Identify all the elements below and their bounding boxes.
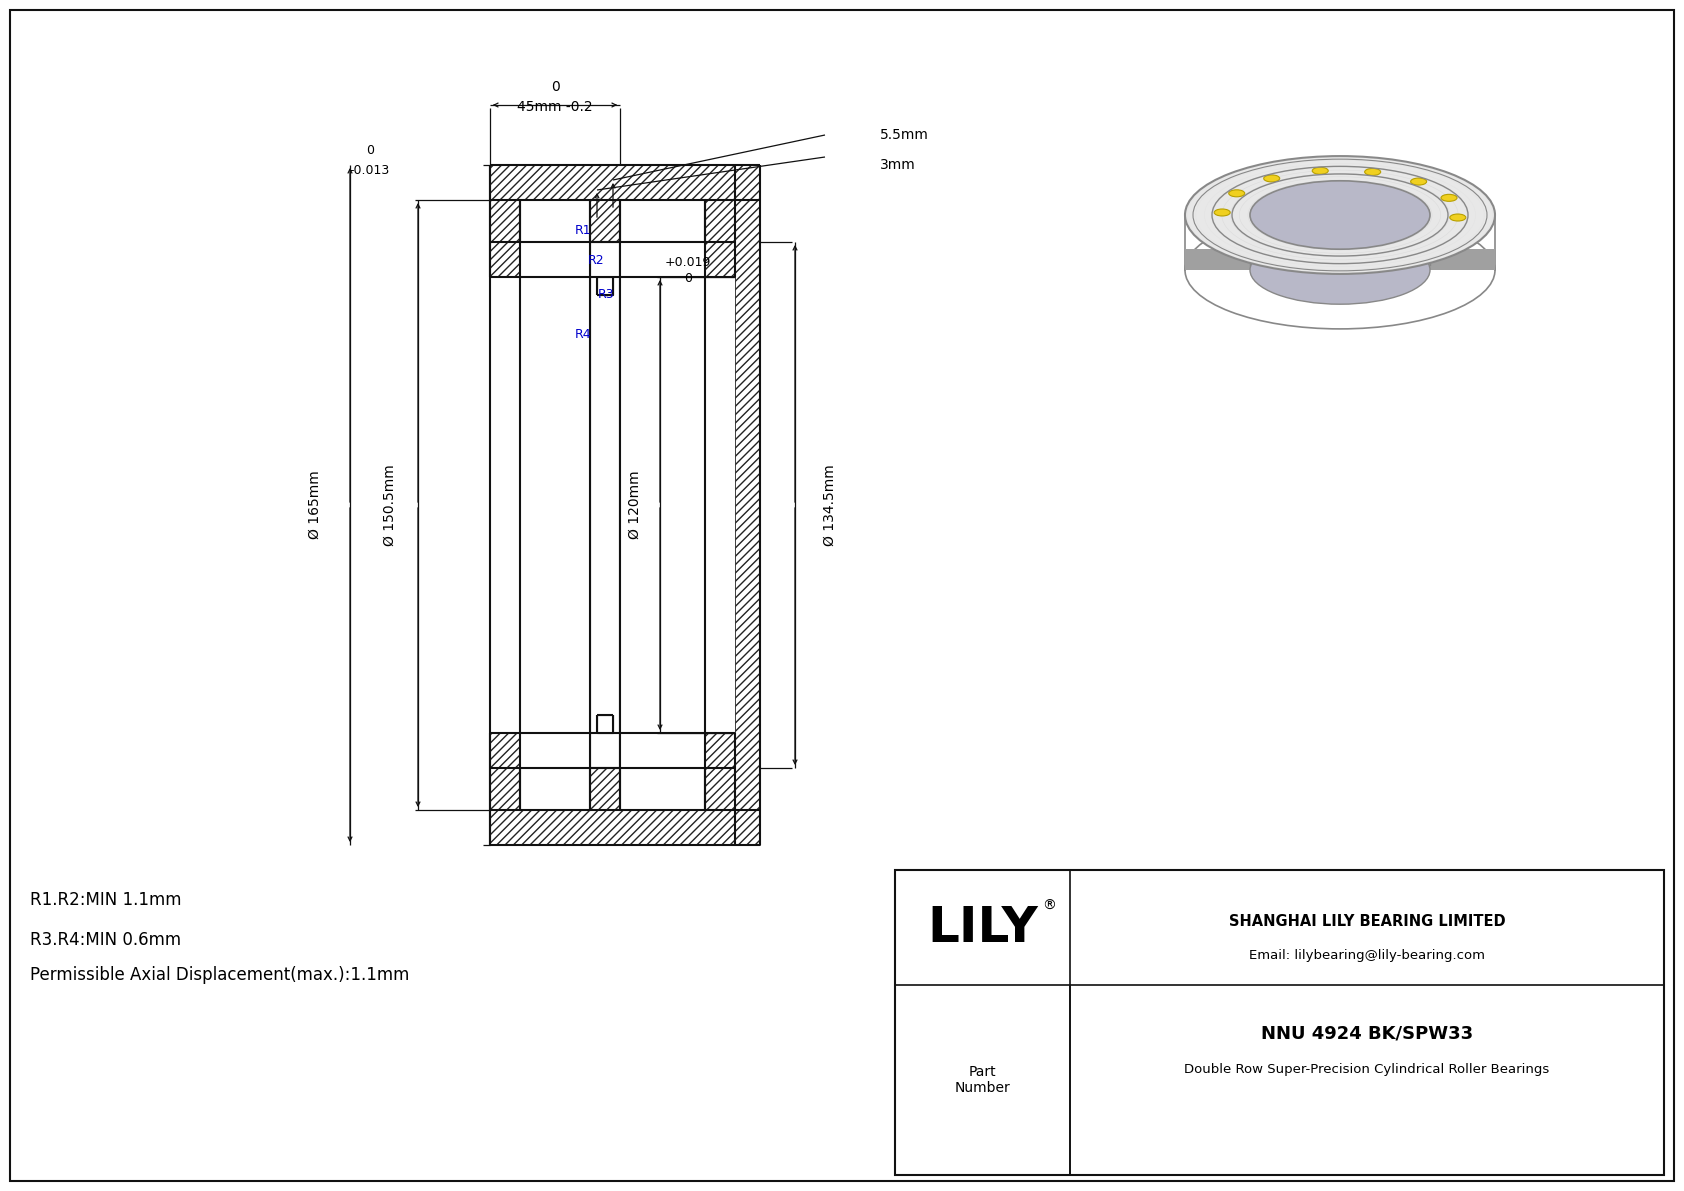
Text: Ø 150.5mm: Ø 150.5mm: [382, 464, 397, 545]
Text: NNU 4924 BK/SPW33: NNU 4924 BK/SPW33: [1261, 1024, 1474, 1042]
Ellipse shape: [1263, 175, 1280, 182]
Polygon shape: [520, 200, 589, 810]
Text: R3.R4:MIN 0.6mm: R3.R4:MIN 0.6mm: [30, 931, 182, 949]
Polygon shape: [706, 200, 734, 242]
Ellipse shape: [1229, 189, 1244, 197]
Text: 0: 0: [551, 80, 559, 94]
Text: Email: lilybearing@lily-bearing.com: Email: lilybearing@lily-bearing.com: [1250, 948, 1485, 961]
Ellipse shape: [1250, 236, 1430, 304]
Text: 0: 0: [684, 273, 692, 286]
Text: -0.013: -0.013: [350, 163, 391, 176]
Text: 3mm: 3mm: [881, 158, 916, 172]
Ellipse shape: [1250, 181, 1430, 249]
Polygon shape: [589, 242, 620, 768]
Polygon shape: [589, 200, 620, 242]
Text: Double Row Super-Precision Cylindrical Roller Bearings: Double Row Super-Precision Cylindrical R…: [1184, 1064, 1549, 1077]
Text: SHANGHAI LILY BEARING LIMITED: SHANGHAI LILY BEARING LIMITED: [1229, 915, 1505, 929]
Text: Ø 134.5mm: Ø 134.5mm: [823, 464, 837, 545]
Polygon shape: [490, 242, 734, 278]
Polygon shape: [598, 278, 613, 295]
Ellipse shape: [1214, 208, 1231, 216]
Text: 45mm -0.2: 45mm -0.2: [517, 100, 593, 114]
Polygon shape: [598, 715, 613, 732]
Text: R1.R2:MIN 1.1mm: R1.R2:MIN 1.1mm: [30, 891, 182, 909]
Polygon shape: [706, 768, 734, 810]
Text: R2: R2: [588, 254, 605, 267]
Ellipse shape: [1450, 214, 1465, 222]
Text: Ø 165mm: Ø 165mm: [308, 470, 322, 540]
Polygon shape: [490, 732, 734, 768]
Ellipse shape: [1364, 168, 1381, 175]
Text: 0: 0: [365, 144, 374, 157]
Ellipse shape: [1411, 179, 1426, 185]
Polygon shape: [490, 810, 759, 844]
Text: ®: ®: [1042, 898, 1056, 912]
Polygon shape: [490, 200, 520, 242]
Bar: [894, 869, 1664, 1176]
Text: R4: R4: [574, 329, 591, 342]
Ellipse shape: [1312, 167, 1329, 174]
Text: 5.5mm: 5.5mm: [881, 127, 930, 142]
Bar: [1186, 249, 1495, 270]
Text: R3: R3: [598, 288, 615, 301]
Polygon shape: [490, 768, 520, 810]
Ellipse shape: [1442, 194, 1457, 201]
Text: +0.019: +0.019: [665, 256, 711, 268]
Text: Part
Number: Part Number: [955, 1065, 1010, 1095]
Polygon shape: [620, 200, 706, 810]
Polygon shape: [589, 768, 620, 810]
Text: Permissible Axial Displacement(max.):1.1mm: Permissible Axial Displacement(max.):1.1…: [30, 966, 409, 984]
Ellipse shape: [1186, 156, 1495, 274]
Text: R1: R1: [574, 224, 591, 237]
Polygon shape: [734, 200, 759, 810]
Text: LILY: LILY: [928, 904, 1037, 952]
Polygon shape: [490, 166, 759, 200]
Text: Ø 120mm: Ø 120mm: [628, 470, 642, 540]
